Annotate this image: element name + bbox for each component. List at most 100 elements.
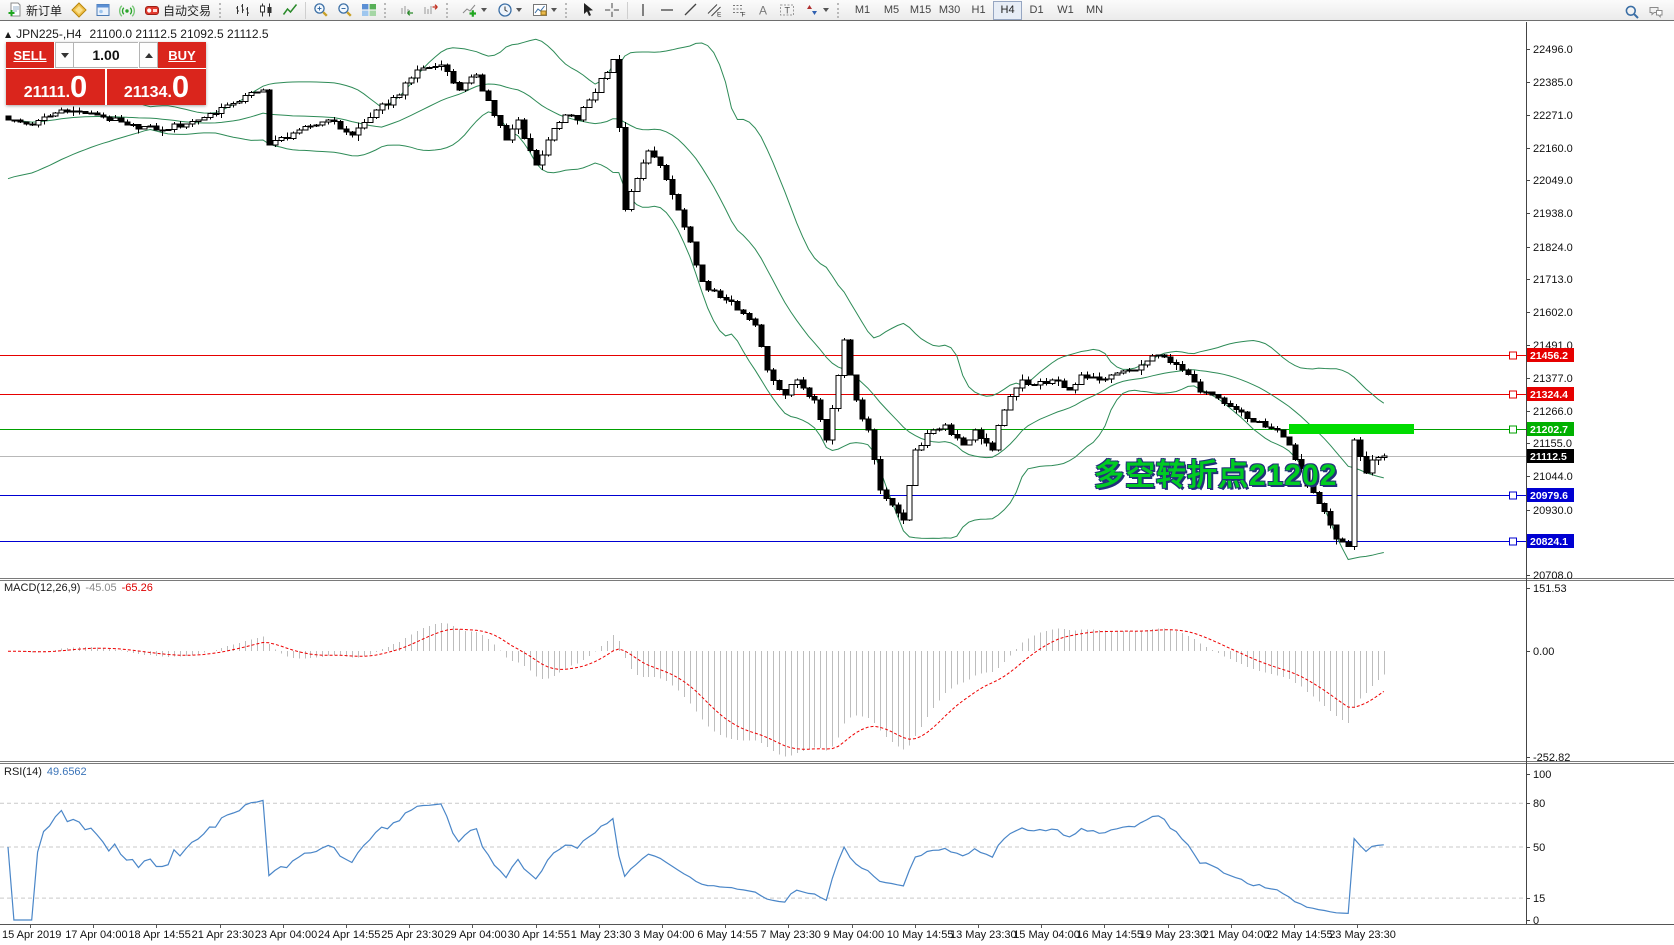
line-chart-button[interactable] [278, 0, 302, 21]
autotrade-button[interactable]: 自动交易 [139, 0, 216, 21]
trendline-tool-button[interactable] [679, 0, 703, 21]
candle-body [1256, 420, 1263, 423]
time-tick [30, 925, 31, 928]
templates-button[interactable] [527, 0, 562, 21]
timeframe-m5[interactable]: M5 [883, 4, 900, 16]
candle-body [1227, 403, 1234, 408]
time-axis[interactable]: 15 Apr 2019 17 Apr 04:00 18 Apr 14:55 21 Ap… [0, 924, 1674, 945]
timeframe-h4[interactable]: H4 [993, 0, 1023, 20]
timeframe-mn[interactable]: MN [1085, 4, 1104, 16]
candle-body [912, 449, 919, 486]
buy-price[interactable]: 21134. 0 [107, 69, 206, 105]
new-order-button[interactable]: 新订单 [2, 0, 67, 21]
volume-input[interactable] [74, 42, 138, 68]
sell-button[interactable]: SELL [6, 42, 54, 68]
candle-chart-button[interactable] [254, 0, 278, 21]
zoom-in-icon [313, 2, 329, 18]
candle-body [740, 309, 747, 314]
candle-body [811, 396, 818, 401]
candle-body [100, 114, 107, 118]
time-axis-label: 7 May 23:30 [760, 929, 821, 941]
candle-body [883, 489, 890, 499]
navigator-button[interactable] [115, 0, 139, 21]
chat-button[interactable] [1644, 1, 1668, 22]
toolbar-grip [565, 2, 572, 18]
volume-increase-button[interactable] [139, 42, 158, 68]
candle-body [41, 116, 48, 122]
candle-body [806, 387, 813, 397]
auto-scroll-button[interactable] [395, 0, 419, 21]
text-tool-button[interactable]: A [751, 0, 775, 21]
time-axis-label: 6 May 14:55 [697, 929, 758, 941]
volume-decrease-button[interactable] [55, 42, 74, 68]
candle-body [752, 318, 759, 326]
indicators-button[interactable] [457, 0, 492, 21]
search-button[interactable] [1620, 1, 1644, 22]
collapse-trade-panel-arrow[interactable]: ▲ [5, 30, 12, 39]
candle-body [1149, 355, 1156, 362]
data-window-button[interactable] [91, 0, 115, 21]
fibonacci-tool-button[interactable]: F [727, 0, 751, 21]
crosshair-tool-button[interactable] [600, 0, 624, 21]
candle-body [551, 127, 558, 141]
bar-chart-button[interactable] [230, 0, 254, 21]
sell-price[interactable]: 21111. 0 [6, 69, 105, 105]
time-tick [662, 925, 663, 928]
candle-body [230, 102, 237, 106]
timeframe-m30[interactable]: M30 [938, 4, 961, 16]
candle-body [337, 121, 344, 130]
timeframe-m1[interactable]: M1 [854, 4, 871, 16]
timeframe-m15[interactable]: M15 [909, 4, 932, 16]
trend-segment-object[interactable] [1289, 424, 1414, 434]
arrows-tool-button[interactable] [799, 0, 834, 21]
time-axis-label: 17 Apr 04:00 [65, 929, 128, 941]
candle-body [1339, 538, 1346, 543]
candle-body [82, 111, 89, 115]
candle-body [390, 97, 397, 106]
candle-body [1055, 379, 1062, 382]
candle-body [64, 109, 71, 113]
chart-title: ▲ JPN225-,H4 21100.0 21112.5 21092.5 21112… [5, 27, 269, 41]
candle-body [1304, 467, 1311, 487]
zoom-out-button[interactable] [333, 0, 357, 21]
candle-body [153, 125, 160, 131]
price-axis-label: 21266.0 [1533, 406, 1573, 418]
time-axis-label: 22 May 14:55 [1266, 929, 1333, 941]
macd-axis-label: -252.82 [1533, 752, 1570, 764]
channel-tool-button[interactable]: E [703, 0, 727, 21]
macd-label: MACD(12,26,9) -45.05 -65.26 [4, 582, 153, 594]
toolbar-grip [446, 2, 453, 18]
vertical-line-tool-button[interactable] [631, 0, 655, 21]
market-watch-button[interactable] [67, 0, 91, 21]
timeframe-w1[interactable]: W1 [1057, 4, 1074, 16]
candle-body [254, 91, 261, 94]
price-axis-label: 22271.0 [1533, 110, 1573, 122]
arrows-icon [804, 2, 820, 18]
candle-body [408, 77, 415, 84]
text-label-icon: T [779, 2, 795, 18]
chart-canvas[interactable]: 22496.0 22385.0 22271.0 22160.0 22049.0 21938… [0, 22, 1674, 924]
cursor-tool-button[interactable] [576, 0, 600, 21]
rsi-value: 49.6562 [46, 766, 87, 778]
candle-body [373, 109, 380, 118]
periods-button[interactable] [492, 0, 527, 21]
vertical-line-icon [635, 2, 651, 18]
text-label-tool-button[interactable]: T [775, 0, 799, 21]
timeframe-d1[interactable]: D1 [1029, 4, 1044, 16]
tile-windows-button[interactable] [357, 0, 381, 21]
fibonacci-icon: F [731, 2, 747, 18]
candle-body [699, 264, 706, 282]
time-tick [1294, 925, 1295, 928]
horizontal-line-tool-button[interactable] [655, 0, 679, 21]
buy-button[interactable]: BUY [158, 42, 206, 68]
chart-shift-button[interactable] [419, 0, 443, 21]
candle-body [396, 94, 403, 99]
autotrade-label: 自动交易 [163, 3, 212, 18]
new-order-icon [7, 2, 23, 18]
svg-text:A: A [759, 4, 767, 18]
candle-body [135, 124, 142, 130]
timeframe-h1[interactable]: H1 [971, 4, 986, 16]
candle-body [983, 438, 990, 444]
zoom-in-button[interactable] [309, 0, 333, 21]
chart-text-annotation[interactable]: 多空转折点21202 [1094, 459, 1338, 492]
